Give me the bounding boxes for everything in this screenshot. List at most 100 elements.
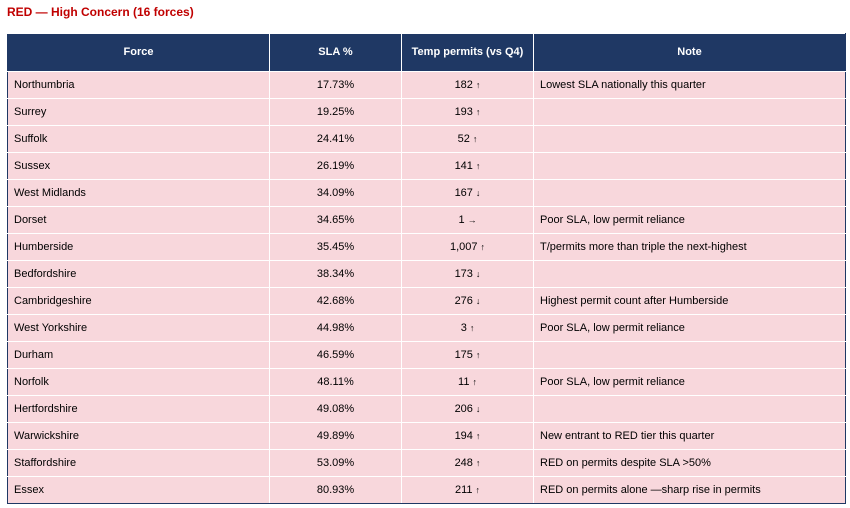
permit-count: 3 xyxy=(460,322,467,334)
force-cell: Northumbria xyxy=(7,71,270,99)
permit-count: 1 xyxy=(458,214,465,226)
permits-cell: 52 ↑ xyxy=(401,125,534,153)
trend-arrow-icon: ↑ xyxy=(475,485,481,495)
sla-cell: 24.41% xyxy=(269,125,402,153)
force-cell: Durham xyxy=(7,341,270,369)
trend-arrow-icon: → xyxy=(467,215,477,225)
note-cell: RED on permits alone —sharp rise in perm… xyxy=(533,476,846,504)
table-row: Bedfordshire 38.34% 173 ↓ xyxy=(7,260,846,288)
permit-count: 52 xyxy=(457,133,470,145)
note-cell: Lowest SLA nationally this quarter xyxy=(533,71,846,99)
section-heading: RED — High Concern (16 forces) xyxy=(7,5,194,19)
sla-cell: 44.98% xyxy=(269,314,402,342)
force-cell: Dorset xyxy=(7,206,270,234)
permits-cell: 141 ↑ xyxy=(401,152,534,180)
permits-cell: 11 ↑ xyxy=(401,368,534,396)
note-cell: Poor SLA, low permit reliance xyxy=(533,368,846,396)
force-cell: Warwickshire xyxy=(7,422,270,450)
sla-cell: 80.93% xyxy=(269,476,402,504)
permits-cell: 206 ↓ xyxy=(401,395,534,423)
force-cell: West Midlands xyxy=(7,179,270,207)
permit-count: 193 xyxy=(454,106,473,118)
permit-count: 276 xyxy=(454,295,473,307)
permit-count: 173 xyxy=(454,268,473,280)
sla-cell: 48.11% xyxy=(269,368,402,396)
force-cell: Essex xyxy=(7,476,270,504)
column-header-permits: Temp permits (vs Q4) xyxy=(401,33,534,72)
permits-cell: 1 → xyxy=(401,206,534,234)
table-row: Northumbria 17.73% 182 ↑ Lowest SLA national… xyxy=(7,71,846,99)
permit-count: 194 xyxy=(454,430,473,442)
permits-cell: 167 ↓ xyxy=(401,179,534,207)
sla-cell: 34.09% xyxy=(269,179,402,207)
table-row: Warwickshire 49.89% 194 ↑ New entrant to RED… xyxy=(7,422,846,450)
table-row: Norfolk 48.11% 11 ↑ Poor SLA, low permit rel… xyxy=(7,368,846,396)
permit-count: 1,007 xyxy=(449,241,478,253)
trend-arrow-icon: ↑ xyxy=(472,134,478,144)
force-cell: Bedfordshire xyxy=(7,260,270,288)
permits-cell: 1,007 ↑ xyxy=(401,233,534,261)
trend-arrow-icon: ↑ xyxy=(475,431,481,441)
permit-count: 11 xyxy=(458,376,470,388)
table-row: Dorset 34.65% 1 → Poor SLA, low permit relia… xyxy=(7,206,846,234)
note-cell: Poor SLA, low permit reliance xyxy=(533,314,846,342)
trend-arrow-icon: ↓ xyxy=(475,296,481,306)
note-cell: RED on permits despite SLA >50% xyxy=(533,449,846,477)
table-row: West Yorkshire 44.98% 3 ↑ Poor SLA, low perm… xyxy=(7,314,846,342)
note-cell xyxy=(533,125,846,153)
table-row: Humberside 35.45% 1,007 ↑ T/permits more tha… xyxy=(7,233,846,261)
permits-cell: 3 ↑ xyxy=(401,314,534,342)
note-cell xyxy=(533,395,846,423)
table-header-row: Force SLA % Temp permits (vs Q4) Note xyxy=(7,33,846,72)
table-row: Surrey 19.25% 193 ↑ xyxy=(7,98,846,126)
trend-arrow-icon: ↑ xyxy=(472,377,477,387)
sla-cell: 34.65% xyxy=(269,206,402,234)
force-cell: West Yorkshire xyxy=(7,314,270,342)
note-cell xyxy=(533,98,846,126)
note-cell: Highest permit count after Humberside xyxy=(533,287,846,315)
trend-arrow-icon: ↑ xyxy=(475,107,481,117)
note-cell xyxy=(533,341,846,369)
permits-cell: 276 ↓ xyxy=(401,287,534,315)
force-cell: Humberside xyxy=(7,233,270,261)
sla-cell: 35.45% xyxy=(269,233,402,261)
trend-arrow-icon: ↑ xyxy=(475,350,481,360)
force-cell: Staffordshire xyxy=(7,449,270,477)
permit-count: 206 xyxy=(454,403,473,415)
force-cell: Cambridgeshire xyxy=(7,287,270,315)
trend-arrow-icon: ↓ xyxy=(475,269,481,279)
permit-count: 248 xyxy=(454,457,473,469)
trend-arrow-icon: ↑ xyxy=(475,458,481,468)
permit-count: 175 xyxy=(454,349,473,361)
trend-arrow-icon: ↑ xyxy=(480,242,486,252)
sla-cell: 19.25% xyxy=(269,98,402,126)
permits-cell: 194 ↑ xyxy=(401,422,534,450)
note-cell: New entrant to RED tier this quarter xyxy=(533,422,846,450)
force-cell: Sussex xyxy=(7,152,270,180)
table-row: Durham 46.59% 175 ↑ xyxy=(7,341,846,369)
permit-count: 182 xyxy=(454,79,473,91)
note-cell xyxy=(533,260,846,288)
permits-cell: 175 ↑ xyxy=(401,341,534,369)
permits-cell: 211 ↑ xyxy=(401,476,534,504)
permits-cell: 193 ↑ xyxy=(401,98,534,126)
force-cell: Hertfordshire xyxy=(7,395,270,423)
column-header-sla: SLA % xyxy=(269,33,402,72)
table-row: Staffordshire 53.09% 248 ↑ RED on permits de… xyxy=(7,449,846,477)
table-row: Essex 80.93% 211 ↑ RED on permits alone —sha… xyxy=(7,476,846,504)
sla-cell: 17.73% xyxy=(269,71,402,99)
sla-cell: 49.89% xyxy=(269,422,402,450)
note-cell xyxy=(533,152,846,180)
sla-cell: 26.19% xyxy=(269,152,402,180)
permit-count: 211 xyxy=(454,484,473,496)
table-row: Hertfordshire 49.08% 206 ↓ xyxy=(7,395,846,423)
trend-arrow-icon: ↓ xyxy=(475,404,481,414)
note-cell: Poor SLA, low permit reliance xyxy=(533,206,846,234)
sla-cell: 49.08% xyxy=(269,395,402,423)
column-header-force: Force xyxy=(7,33,270,72)
sla-cell: 42.68% xyxy=(269,287,402,315)
sla-cell: 46.59% xyxy=(269,341,402,369)
table-row: West Midlands 34.09% 167 ↓ xyxy=(7,179,846,207)
permits-cell: 182 ↑ xyxy=(401,71,534,99)
note-cell xyxy=(533,179,846,207)
